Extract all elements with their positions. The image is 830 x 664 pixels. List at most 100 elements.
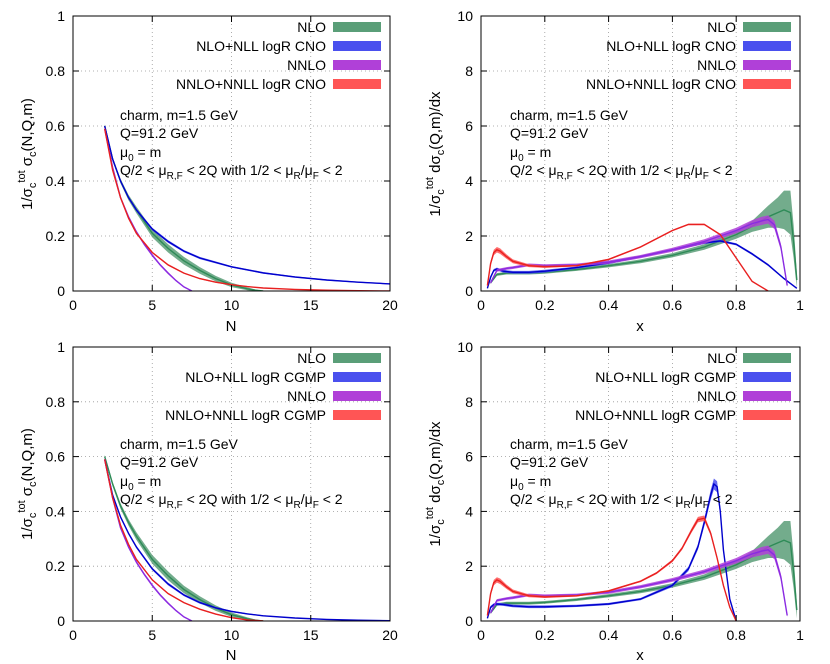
svg-text:Q/2 < μR,F < 2Q with 1/2 < μR/: Q/2 < μR,F < 2Q with 1/2 < μR/μF < 2 (120, 491, 343, 511)
x-tick-label: 10 (224, 297, 240, 313)
annotation: charm, m=1.5 GeV Q=91.2 GeV μ0 = m Q/2 <… (120, 107, 343, 182)
legend-label: NNLO (697, 57, 736, 73)
svg-text:charm, m=1.5 GeV: charm, m=1.5 GeV (510, 436, 629, 452)
legend-label: NNLO (287, 388, 326, 404)
x-axis-label: N (226, 647, 237, 664)
svg-text:μ0 = m: μ0 = m (120, 144, 161, 164)
y-tick-label: 6 (465, 449, 473, 465)
legend-swatch (743, 372, 791, 382)
legend-swatch (333, 391, 381, 401)
legend-swatch (743, 60, 791, 70)
x-tick-label: 0.4 (599, 297, 619, 313)
y-tick-label: 0.6 (46, 118, 66, 134)
series-band-1 (487, 478, 737, 621)
y-tick-label: 10 (457, 339, 473, 355)
x-tick-label: 0.8 (726, 627, 746, 643)
y-tick-label: 2 (465, 558, 473, 574)
legend-label: NLO+NLL logR CNO (196, 38, 326, 54)
x-tick-label: 5 (148, 297, 156, 313)
x-tick-label: 1 (796, 627, 804, 643)
x-tick-label: 20 (382, 627, 398, 643)
y-tick-label: 8 (465, 63, 473, 79)
series-band-0 (104, 455, 264, 621)
svg-text:Q/2 < μR,F < 2Q with 1/2 < μR/: Q/2 < μR,F < 2Q with 1/2 < μR/μF < 2 (510, 162, 733, 182)
svg-text:charm, m=1.5 GeV: charm, m=1.5 GeV (510, 107, 629, 123)
svg-text:charm, m=1.5 GeV: charm, m=1.5 GeV (120, 436, 239, 452)
legend-label: NLO+NLL logR CGMP (595, 369, 736, 385)
x-tick-label: 0 (69, 627, 77, 643)
svg-text:Q=91.2 GeV: Q=91.2 GeV (120, 125, 199, 141)
legend-swatch (333, 60, 381, 70)
y-tick-label: 10 (457, 8, 473, 24)
x-axis-label: x (636, 318, 644, 335)
series-line-3 (104, 128, 390, 291)
svg-text:Q=91.2 GeV: Q=91.2 GeV (510, 125, 589, 141)
series-line-0 (104, 125, 264, 291)
x-tick-label: 20 (382, 297, 398, 313)
y-axis-label: 1/σctot dσc(Q,m)/dx (424, 91, 447, 217)
legend-label: NLO+NLL logR CGMP (185, 369, 326, 385)
svg-text:charm, m=1.5 GeV: charm, m=1.5 GeV (120, 107, 239, 123)
y-tick-label: 1 (57, 8, 65, 24)
legend-label: NLO+NLL logR CNO (606, 38, 736, 54)
y-tick-label: 4 (465, 173, 473, 189)
legend-label: NNLO+NNLL logR CGMP (575, 407, 736, 423)
y-tick-label: 0 (57, 283, 65, 299)
x-tick-label: 0.2 (535, 627, 555, 643)
legend-swatch (743, 410, 791, 420)
svg-text:Q/2 < μR,F < 2Q with 1/2 < μR/: Q/2 < μR,F < 2Q with 1/2 < μR/μF < 2 (120, 162, 343, 182)
legend-label: NLO (707, 350, 736, 366)
x-tick-label: 0 (477, 297, 485, 313)
plot-frame (480, 15, 801, 292)
y-tick-label: 1 (57, 339, 65, 355)
y-tick-label: 0.8 (46, 63, 66, 79)
legend-label: NNLO+NNLL logR CNO (176, 76, 326, 92)
y-tick-label: 0.4 (46, 173, 66, 189)
y-tick-label: 6 (465, 118, 473, 134)
annotation: charm, m=1.5 GeV Q=91.2 GeV μ0 = m Q/2 <… (510, 436, 733, 511)
legend-swatch (333, 22, 381, 32)
y-tick-label: 0 (57, 613, 65, 629)
x-tick-label: 0.6 (663, 627, 683, 643)
x-tick-label: 0 (477, 627, 485, 643)
series-band-0 (104, 124, 264, 291)
x-tick-label: 0.2 (535, 297, 555, 313)
legend-label: NNLO+NNLL logR CGMP (165, 407, 326, 423)
y-tick-label: 0.8 (46, 394, 66, 410)
annotation: charm, m=1.5 GeV Q=91.2 GeV μ0 = m Q/2 <… (510, 107, 733, 182)
legend-swatch (743, 391, 791, 401)
plot-frame (480, 346, 801, 622)
series-line-1 (486, 482, 737, 621)
series-line-3 (486, 517, 737, 621)
legend-swatch (743, 22, 791, 32)
x-axis-label: N (226, 318, 237, 335)
svg-text:Q=91.2 GeV: Q=91.2 GeV (510, 454, 589, 470)
series-line-0 (104, 456, 264, 621)
y-tick-label: 0.4 (46, 503, 66, 519)
y-axis-label: 1/σctot dσc(Q,m)/dx (424, 421, 447, 547)
legend-swatch (743, 41, 791, 51)
x-tick-label: 5 (148, 627, 156, 643)
y-axis-label: 1/σctot σc(N,Q,m) (16, 98, 39, 210)
x-tick-label: 0.4 (599, 627, 619, 643)
x-tick-label: 1 (796, 297, 804, 313)
series-band-0 (490, 521, 797, 619)
y-tick-label: 4 (465, 503, 473, 519)
series-band-0 (490, 190, 797, 289)
y-tick-label: 0.6 (46, 449, 66, 465)
legend-swatch (333, 372, 381, 382)
legend-swatch (333, 79, 381, 89)
panel-bottom-left: 0 5 10 15 20 0 0.2 0.4 0.6 0.8 1 NLO NLO+NLL logR CG… (16, 339, 398, 664)
legend-swatch (333, 410, 381, 420)
panel-top-left: 0 5 10 15 20 0 0.2 0.4 0.6 0.8 1 NLO NLO+NLL logR CN… (16, 8, 398, 335)
legend-swatch (333, 353, 381, 363)
annotation: charm, m=1.5 GeV Q=91.2 GeV μ0 = m Q/2 <… (120, 436, 343, 511)
y-tick-label: 0.2 (46, 228, 66, 244)
legend-swatch (743, 79, 791, 89)
x-axis-label: x (636, 647, 644, 664)
y-tick-label: 0 (465, 283, 473, 299)
series-line-1 (104, 459, 390, 621)
